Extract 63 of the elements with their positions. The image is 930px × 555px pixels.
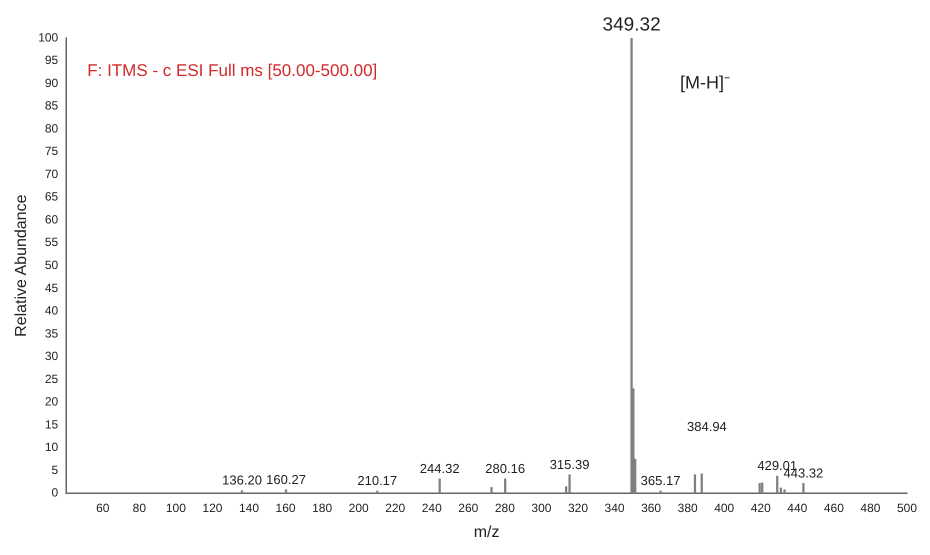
x-tick-label: 120 [202,500,223,515]
y-tick-label: 0 [52,486,59,500]
y-tick-label: 20 [44,394,59,409]
y-tick-label: 95 [44,53,59,68]
x-tick-label: 460 [824,500,844,515]
x-tick-label: 140 [238,500,260,515]
y-tick-label: 65 [44,190,59,204]
x-tick-label: 240 [422,500,442,515]
y-tick-label: 70 [44,166,59,181]
y-tick-label: 80 [44,121,59,136]
x-tick-label: 440 [787,500,808,515]
annotation: 244.32 [420,460,460,476]
bar [504,478,506,494]
bar [700,473,703,494]
y-tick-label: 75 [44,144,59,158]
y-tick-label: 25 [44,372,59,386]
annotation: 280.16 [485,460,526,476]
bar [776,476,778,494]
x-tick-label: 200 [348,500,369,515]
y-tick-label: 40 [44,304,59,318]
y-tick-label: 45 [44,280,59,295]
y-tick-label: 30 [44,349,59,364]
annotation: 349.32 [602,14,661,36]
y-tick-label: 60 [44,212,59,226]
x-tick-label: 280 [494,500,516,515]
x-tick-label: 480 [860,500,881,515]
y-tick-label: 50 [44,258,59,272]
x-tick-label: 300 [531,500,552,515]
y-tick-label: 15 [44,417,59,432]
x-tick-label: 80 [132,500,146,515]
x-tick-label: 340 [604,500,625,515]
x-tick-label: 380 [678,500,698,515]
y-tick-label: 85 [44,98,59,113]
x-tick-label: 260 [458,500,479,515]
x-tick-label: 220 [385,500,406,515]
annotation: 365.17 [640,473,680,488]
y-tick-label: 10 [44,440,59,454]
bar [761,482,764,494]
x-tick-label: 360 [641,500,662,515]
bar [438,478,441,494]
y-tick-label: 5 [52,462,59,477]
x-tick-label: 60 [96,500,110,515]
y-tick-label: 35 [44,326,59,340]
x-axis-title: m/z [474,524,500,541]
y-tick-label: 90 [44,76,59,90]
x-tick-label: 320 [568,500,588,515]
annotation: 160.27 [266,472,306,487]
y-axis-title: Relative Abundance [13,194,30,337]
annotation: 315.39 [550,456,590,472]
x-tick-label: 160 [276,500,296,515]
x-tick-label: 100 [166,500,186,515]
annotation: F: ITMS - c ESI Full ms [50.00-500.00] [87,60,378,80]
y-tick-label: 55 [44,235,59,250]
annotation: 210.17 [357,473,398,488]
x-tick-label: 420 [750,500,772,515]
x-tick-label: 180 [312,500,332,515]
x-tick-label: 400 [714,500,735,515]
x-tick-label: 500 [896,500,918,515]
annotation: [M-H]⁻ [680,72,730,93]
y-tick-label: 100 [38,30,59,44]
bar [758,483,761,494]
annotation: 136.20 [222,472,262,488]
annotation: 384.94 [687,418,727,434]
